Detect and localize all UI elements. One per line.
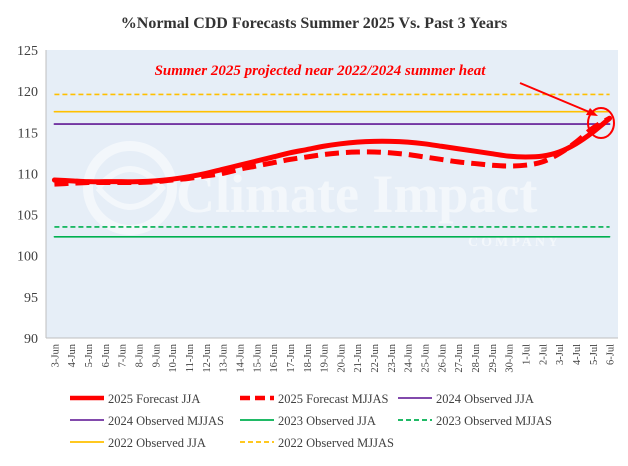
y-tick-label: 120: [17, 85, 38, 100]
watermark-text: Climate Impact: [176, 164, 537, 224]
x-tick-label: 8-Jun: [135, 343, 146, 367]
y-tick-label: 125: [17, 44, 38, 59]
x-tick-label: 17-Jun: [286, 343, 297, 372]
x-tick-label: 4-Jun: [67, 343, 78, 367]
legend-label: 2024 Observed MJJAS: [108, 414, 224, 428]
x-axis: 3-Jun 4-Jun 5-Jun 6-Jun 7-Jun 8-Jun 9-Jun 10-Ju…: [46, 337, 618, 373]
x-tick-label: 28-Jun: [471, 343, 482, 372]
legend-label: 2022 Observed JJA: [108, 436, 206, 450]
x-tick-label: 15-Jun: [252, 343, 263, 372]
x-tick-label: 18-Jun: [303, 343, 314, 372]
x-tick-label: 24-Jun: [404, 343, 415, 372]
annotation-text: Summer 2025 projected near 2022/2024 sum…: [155, 63, 487, 79]
legend-label: 2023 Observed JJA: [278, 414, 376, 428]
y-tick-label: 90: [24, 332, 38, 347]
x-tick-label: 20-Jun: [336, 343, 347, 372]
plot-area: [46, 50, 618, 338]
legend-label: 2025 Forecast JJA: [108, 392, 200, 406]
x-tick-label: 19-Jun: [320, 343, 331, 372]
x-tick-label: 5-Jun: [84, 343, 95, 367]
x-tick-label: 4-Jul: [572, 344, 583, 365]
x-tick-label: 6-Jun: [101, 343, 112, 367]
legend-label: 2024 Observed JJA: [436, 392, 534, 406]
legend-label: 2025 Forecast MJJAS: [278, 392, 388, 406]
x-tick-label: 9-Jun: [151, 343, 162, 367]
x-tick-label: 12-Jun: [202, 343, 213, 372]
x-tick-label: 30-Jun: [505, 343, 516, 372]
x-tick-label: 25-Jun: [421, 343, 432, 372]
x-tick-label: 27-Jun: [454, 343, 465, 372]
watermark-logo: Climate Impact COMPANY: [83, 141, 561, 250]
x-tick-label: 6-Jul: [606, 344, 617, 365]
y-tick-label: 95: [24, 291, 38, 306]
y-tick-label: 100: [17, 250, 38, 265]
x-tick-label: 21-Jun: [353, 343, 364, 372]
y-tick-label: 110: [18, 167, 38, 182]
x-tick-label: 13-Jun: [219, 343, 230, 372]
x-tick-label: 3-Jun: [50, 343, 61, 367]
x-tick-label: 29-Jun: [488, 343, 499, 372]
annotation-circle: [587, 107, 615, 139]
x-tick-label: 22-Jun: [370, 343, 381, 372]
x-tick-label: 1-Jul: [521, 344, 532, 365]
x-tick-label: 5-Jul: [589, 344, 600, 365]
annotation-group: Summer 2025 projected near 2022/2024 sum…: [155, 63, 615, 139]
legend-label: 2022 Observed MJJAS: [278, 436, 394, 450]
x-tick-label: 14-Jun: [235, 343, 246, 372]
series-lines: [51, 93, 613, 238]
series-line-2025-forecast-jja: [51, 115, 613, 185]
y-tick-label: 105: [17, 209, 38, 224]
x-tick-label: 23-Jun: [387, 343, 398, 372]
y-axis: 90 95 100 105 110 115 120 125: [17, 44, 47, 347]
watermark-subtext: COMPANY: [468, 235, 561, 250]
legend: 2025 Forecast JJA 2025 Forecast MJJAS 2024…: [70, 392, 552, 450]
chart-title: %Normal CDD Forecasts Summer 2025 Vs. Pa…: [121, 15, 507, 32]
y-tick-label: 115: [18, 126, 38, 141]
legend-label: 2023 Observed MJJAS: [436, 414, 552, 428]
x-tick-label: 26-Jun: [437, 343, 448, 372]
x-tick-label: 2-Jul: [538, 344, 549, 365]
annotation-arrow: [519, 82, 595, 115]
x-tick-label: 16-Jun: [269, 343, 280, 372]
x-tick-label: 11-Jun: [185, 343, 196, 372]
x-tick-label: 7-Jun: [118, 343, 129, 367]
x-tick-label: 3-Jul: [555, 344, 566, 365]
x-tick-label: 10-Jun: [168, 343, 179, 372]
